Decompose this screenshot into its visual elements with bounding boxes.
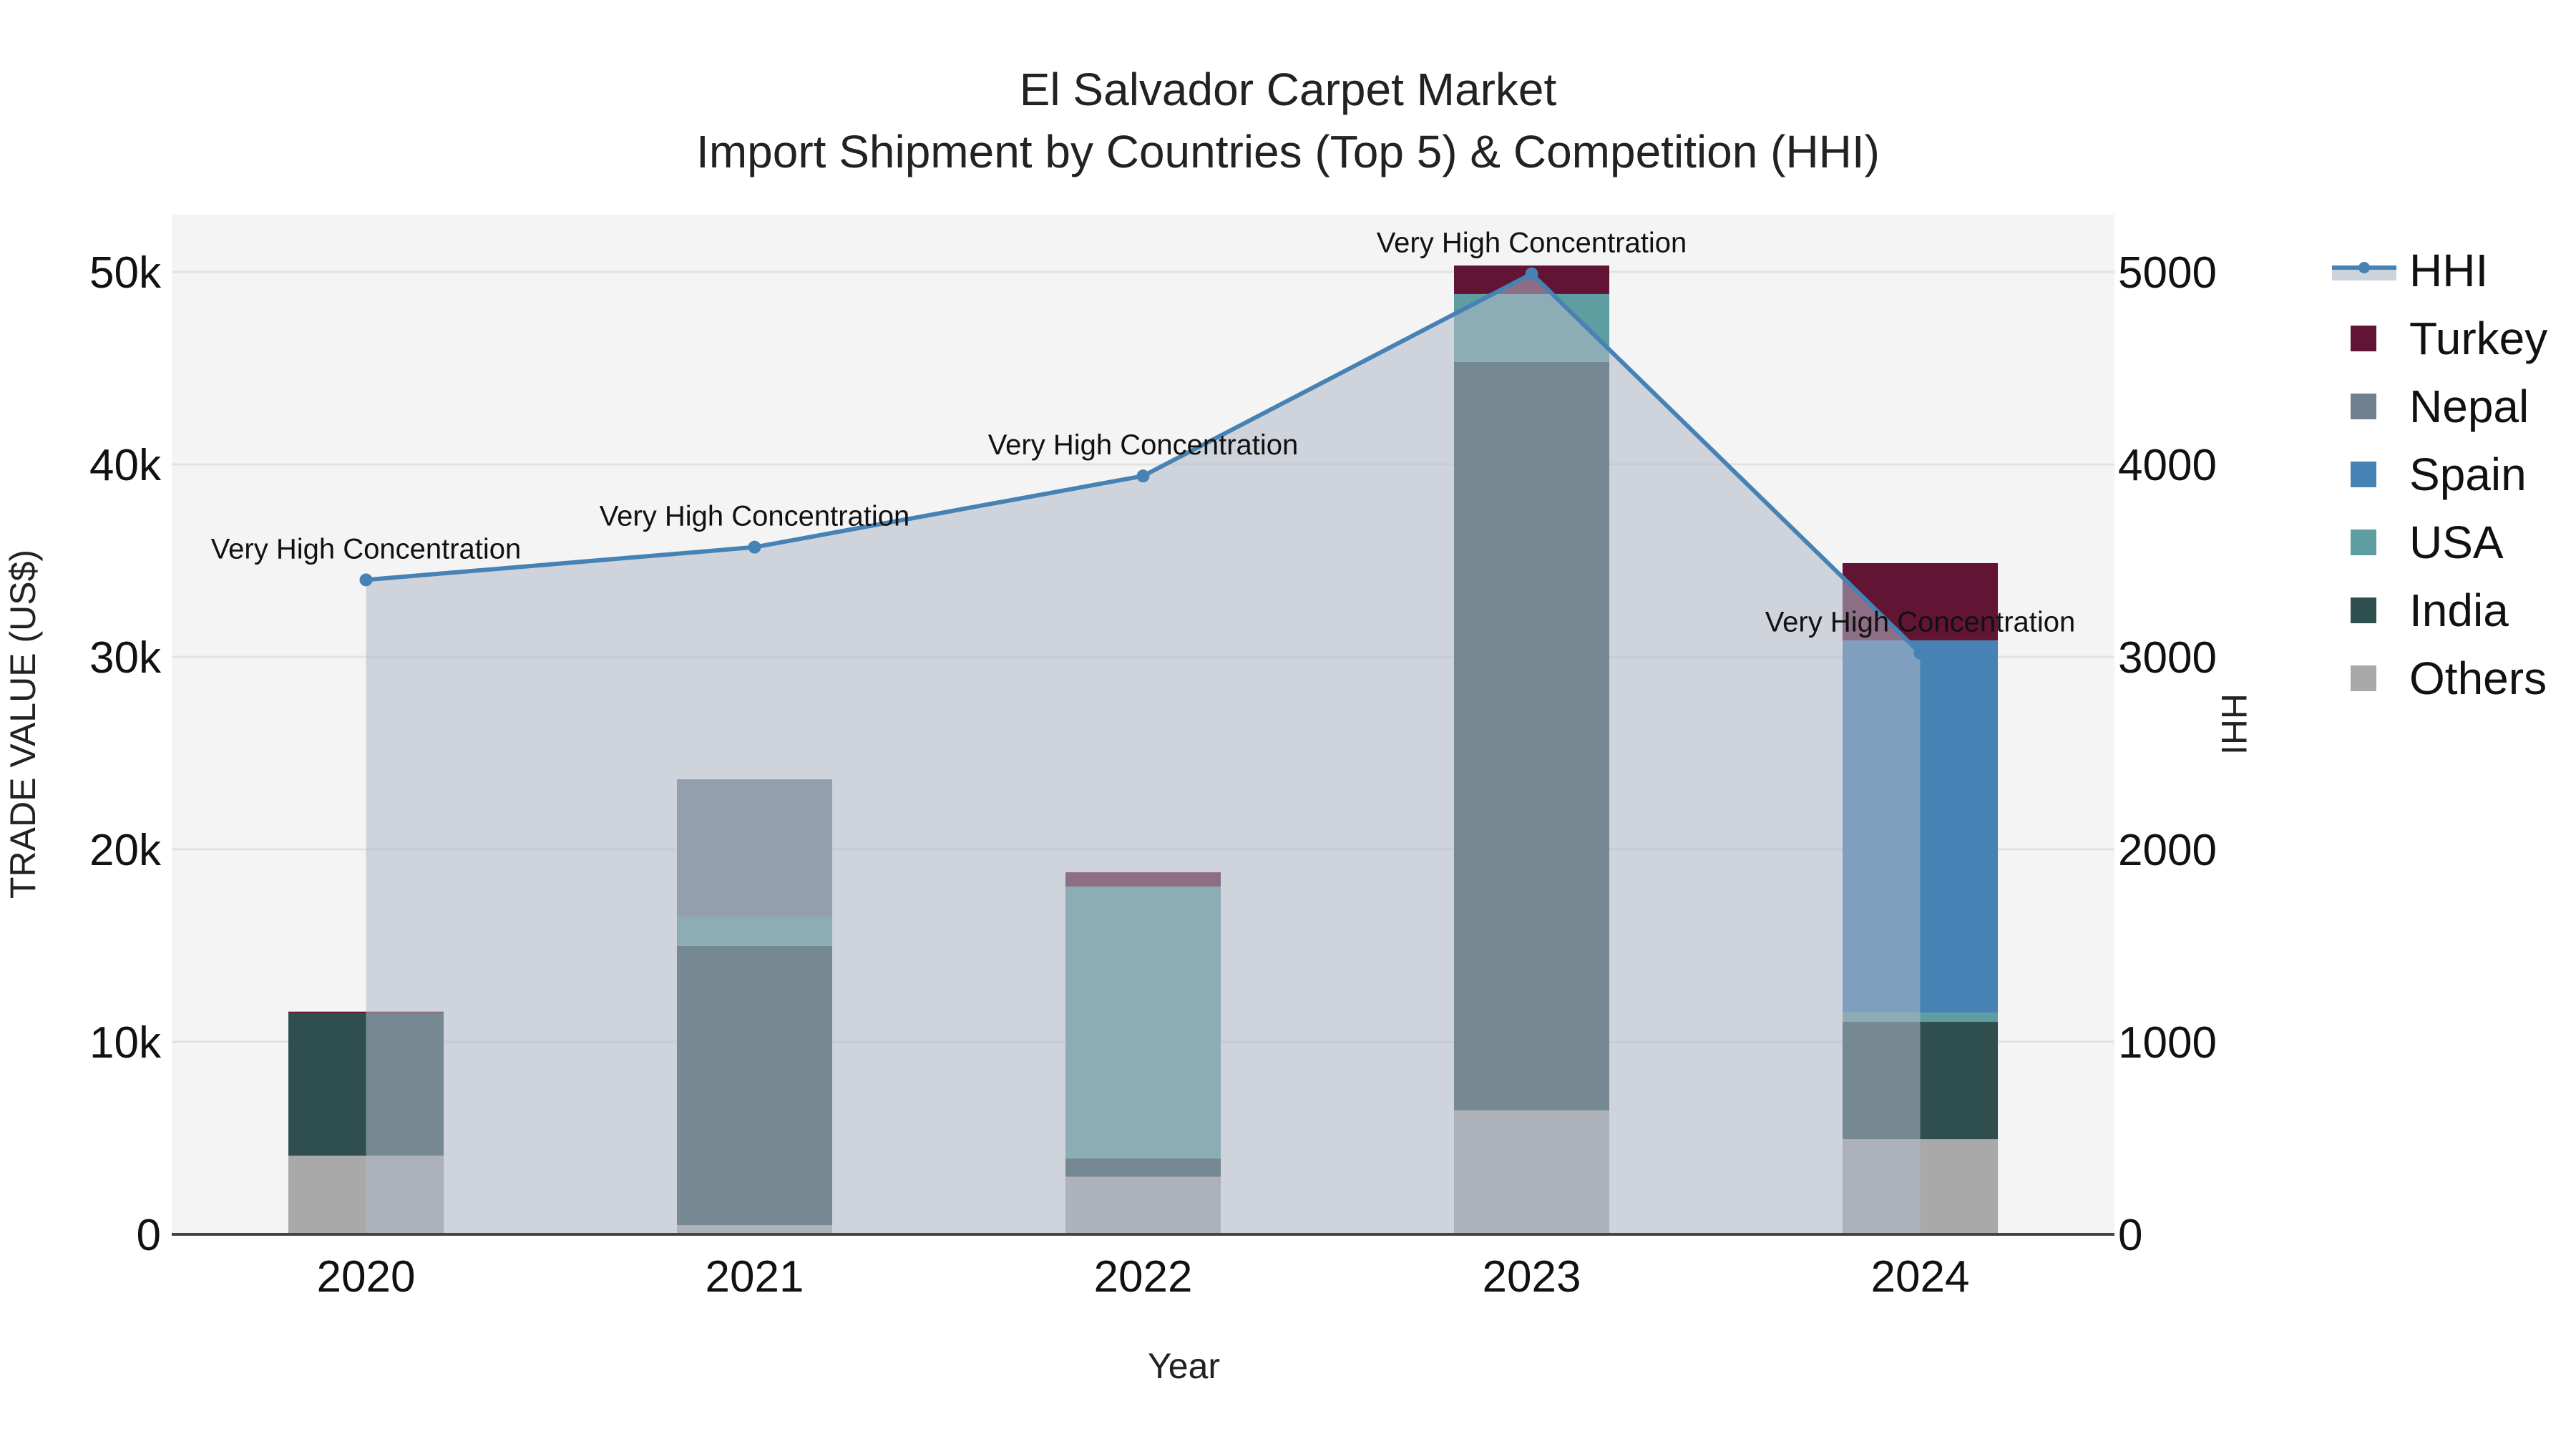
usa-swatch-icon [2351, 529, 2376, 555]
y-axis-left-title: TRADE VALUE (US$) [3, 549, 43, 899]
legend-label: HHI [2409, 244, 2489, 296]
x-tick-label: 2024 [1871, 1252, 1970, 1302]
y-left-tick-label: 40k [89, 441, 162, 490]
x-tick-label: 2022 [1094, 1252, 1193, 1302]
legend-label: USA [2409, 516, 2504, 568]
hhi-point-2020[interactable] [359, 573, 373, 587]
y-right-tick-label: 3000 [2118, 633, 2217, 683]
hhi-point-2024[interactable] [1913, 646, 1927, 660]
legend-label: Nepal [2409, 380, 2529, 432]
hhi-annotation-2024: Very High Concentration [1765, 607, 2076, 638]
y-left-tick-label: 50k [89, 248, 162, 298]
spain-swatch-icon [2351, 461, 2376, 487]
y-axis-right-title: HHI [2214, 693, 2254, 756]
india-swatch-icon [2351, 597, 2376, 623]
y-right-tick-label: 1000 [2118, 1018, 2217, 1068]
hhi-annotation-2022: Very High Concentration [988, 429, 1299, 461]
hhi-annotation-2023: Very High Concentration [1377, 228, 1687, 259]
legend-label: India [2409, 584, 2509, 636]
y-right-tick-label: 4000 [2118, 441, 2217, 490]
y-axis-left-ticks: 0 10k 20k 30k 40k 50k [89, 248, 162, 1260]
y-left-tick-label: 30k [89, 633, 162, 683]
hhi-point-2022[interactable] [1136, 469, 1150, 483]
y-right-tick-label: 2000 [2118, 826, 2217, 875]
hhi-point-2021[interactable] [748, 540, 761, 554]
y-left-tick-label: 0 [137, 1211, 161, 1260]
legend-label: Others [2409, 652, 2547, 704]
hhi-area [366, 273, 1921, 1235]
y-left-tick-label: 20k [89, 826, 162, 875]
y-left-tick-label: 10k [89, 1018, 162, 1068]
hhi-series [359, 267, 1927, 1235]
y-axis-right-ticks: 0 1000 2000 3000 4000 5000 [2118, 248, 2217, 1260]
hhi-point-2023[interactable] [1525, 267, 1538, 280]
hhi-annotation-2020: Very High Concentration [211, 533, 522, 565]
legend-label: Spain [2409, 448, 2527, 500]
y-right-tick-label: 0 [2118, 1211, 2142, 1260]
hhi-annotations: Very High Concentration Very High Concent… [211, 228, 2076, 638]
others-swatch-icon [2351, 665, 2376, 691]
y-right-tick-label: 5000 [2118, 248, 2217, 298]
x-tick-label: 2021 [706, 1252, 804, 1302]
chart-title-line-1: El Salvador Carpet Market [1019, 64, 1557, 115]
hhi-annotation-2021: Very High Concentration [600, 501, 910, 532]
hhi-line-icon [2332, 261, 2396, 280]
chart-title-line-2: Import Shipment by Countries (Top 5) & C… [696, 126, 1880, 177]
nepal-swatch-icon [2351, 393, 2376, 419]
legend-label: Turkey [2409, 312, 2548, 364]
turkey-swatch-icon [2351, 325, 2376, 351]
x-tick-label: 2020 [317, 1252, 416, 1302]
x-axis-ticks: 2020 2021 2022 2023 2024 [317, 1252, 1970, 1302]
x-axis-title: Year [1148, 1346, 1221, 1386]
x-tick-label: 2023 [1483, 1252, 1581, 1302]
